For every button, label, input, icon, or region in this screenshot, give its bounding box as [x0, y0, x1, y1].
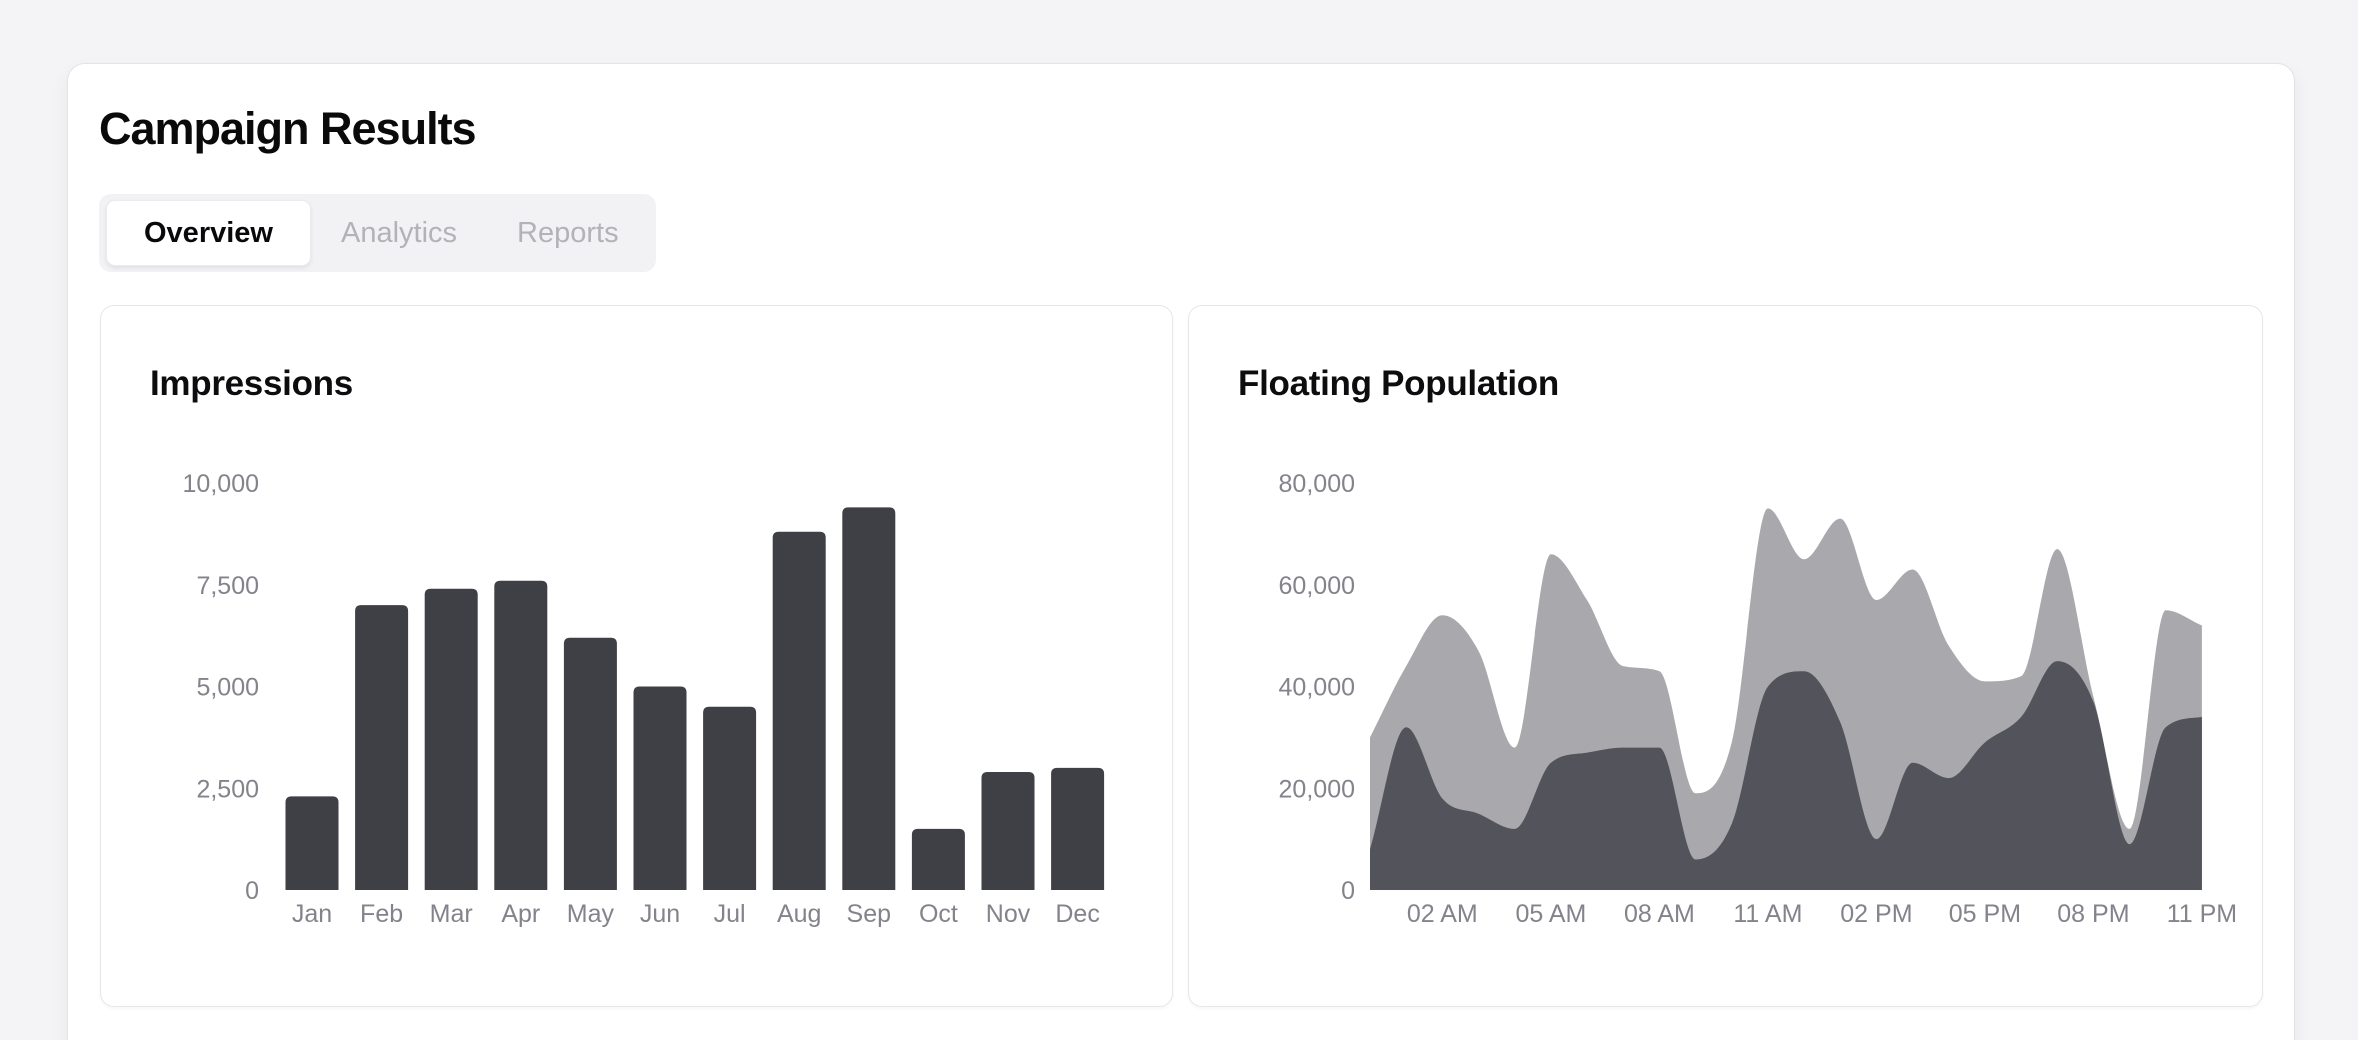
bar	[563, 637, 617, 890]
x-tick-label: Apr	[501, 900, 540, 928]
y-tick-label: 20,000	[1279, 775, 1355, 803]
x-tick-label: Dec	[1055, 900, 1099, 928]
bar	[355, 605, 409, 890]
x-tick-label: Jul	[714, 900, 746, 928]
area-series-inner	[1370, 661, 2202, 890]
floating-population-card: Floating Population 80,000 60,000 40,000 20…	[1188, 305, 2263, 1007]
bar	[494, 580, 548, 890]
bar	[633, 686, 687, 890]
bar	[981, 772, 1035, 890]
bar	[424, 588, 478, 890]
tab-reports[interactable]: Reports	[517, 216, 619, 249]
bar	[911, 828, 965, 890]
x-tick-label: Mar	[430, 900, 473, 928]
y-tick-label: 0	[245, 877, 259, 905]
y-tick-label: 2,500	[196, 775, 259, 803]
y-tick-label: 7,500	[196, 572, 259, 600]
impressions-card-title: Impressions	[150, 364, 353, 403]
bar	[772, 531, 826, 890]
impressions-card: Impressions 10,000 7,500 5,000 2,500 0 Jan Feb…	[100, 305, 1173, 1007]
tab-overview[interactable]: Overview	[106, 200, 311, 266]
x-tick-label: 05 PM	[1949, 900, 2021, 928]
y-tick-label: 10,000	[183, 470, 259, 498]
y-tick-label: 5,000	[196, 674, 259, 702]
x-tick-label: Jan	[292, 900, 332, 928]
x-tick-label: 11 AM	[1733, 900, 1802, 928]
y-tick-label: 40,000	[1279, 674, 1355, 702]
floating-population-card-title: Floating Population	[1238, 364, 1559, 403]
x-tick-label: Sep	[847, 900, 891, 928]
x-tick-label: 08 AM	[1624, 900, 1695, 928]
x-tick-label: 02 AM	[1407, 900, 1478, 928]
x-tick-label: 02 PM	[1840, 900, 1912, 928]
x-tick-label: 11 PM	[2167, 900, 2237, 928]
impressions-bar-chart: 10,000 7,500 5,000 2,500 0 Jan Feb Mar Apr May Jun…	[183, 470, 1105, 928]
x-tick-label: Aug	[777, 900, 821, 928]
floating-population-area-chart: 80,000 60,000 40,000 20,000 0 02 AM 05 AM 08 AM…	[1279, 470, 2238, 928]
bar	[703, 706, 757, 890]
x-tick-label: May	[567, 900, 615, 928]
y-tick-label: 80,000	[1279, 470, 1355, 498]
bar	[842, 507, 896, 890]
tab-analytics[interactable]: Analytics	[340, 216, 458, 249]
x-tick-label: Nov	[986, 900, 1031, 928]
y-tick-label: 0	[1341, 877, 1355, 905]
x-tick-label: Oct	[919, 900, 958, 928]
x-tick-label: Jun	[640, 900, 680, 928]
x-tick-label: Feb	[360, 900, 403, 928]
page-title: Campaign Results	[99, 103, 477, 154]
campaign-results-card: Campaign Results Overview Analytics Repo…	[67, 63, 2295, 1040]
x-tick-label: 05 AM	[1515, 900, 1586, 928]
x-tick-label: 08 PM	[2057, 900, 2129, 928]
y-tick-label: 60,000	[1279, 572, 1355, 600]
bar	[1051, 767, 1105, 890]
bar	[285, 796, 339, 890]
tab-bar: Overview Analytics Reports	[99, 194, 656, 272]
